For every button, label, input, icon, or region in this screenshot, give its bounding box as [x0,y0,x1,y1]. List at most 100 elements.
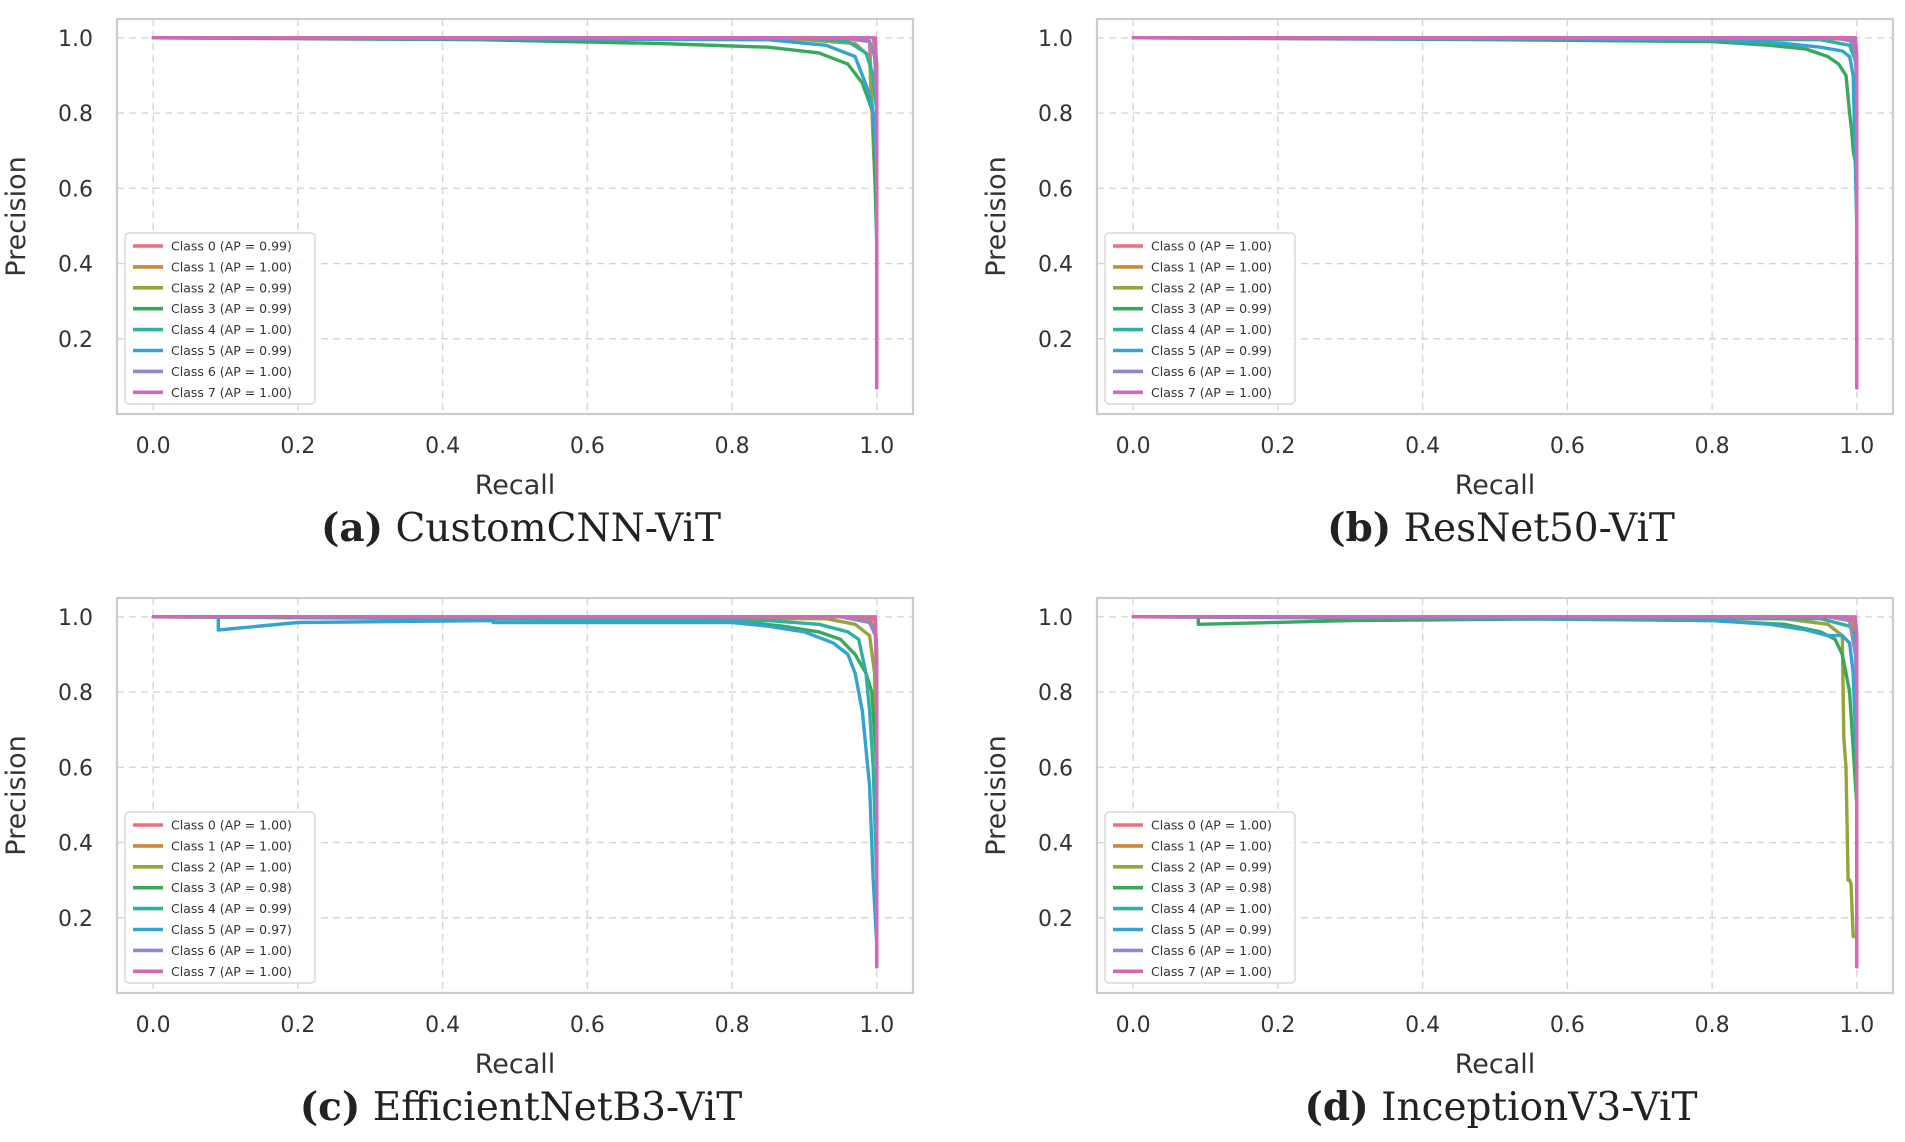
x-tick-label: 1.0 [1839,1013,1874,1038]
legend: Class 0 (AP = 0.99) Class 1 (AP = 1.00) Cl… [124,232,316,405]
legend-entry: Class 0 (AP = 1.00) [1151,818,1272,833]
y-tick-label: 0.4 [1038,832,1073,857]
series-line-class-3 [151,36,879,390]
legend-entry: Class 3 (AP = 0.98) [171,880,292,895]
legend-entry: Class 0 (AP = 0.99) [171,239,292,254]
x-tick-label: 0.2 [280,434,315,459]
legend-entry: Class 5 (AP = 0.99) [1151,343,1272,358]
y-tick-label: 1.0 [58,27,93,52]
x-tick-label: 0.8 [715,434,750,459]
x-tick-label: 1.0 [859,434,894,459]
subplot-title: InceptionV3-ViT [1381,1085,1697,1130]
y-tick-label: 0.6 [1038,177,1073,202]
series-line-class-7 [1131,615,1859,969]
legend-entry: Class 4 (AP = 1.00) [171,322,292,337]
axes-frame [1095,17,1895,416]
x-tick-label: 0.2 [280,1013,315,1038]
x-tick-label: 0.0 [1116,434,1151,459]
subplot-caption: (d) InceptionV3-ViT [1304,1084,1697,1130]
series-line-class-5 [151,615,879,969]
y-tick-label: 0.2 [58,907,93,932]
legend-entry: Class 6 (AP = 1.00) [1151,943,1272,958]
y-tick-label: 0.6 [58,756,93,781]
y-axis-label: Precision [1,156,32,276]
legend-entry: Class 1 (AP = 1.00) [171,838,292,853]
y-tick-label: 0.4 [1038,253,1073,278]
x-tick-label: 0.2 [1260,434,1295,459]
legend-entry: Class 7 (AP = 1.00) [171,964,292,979]
y-tick-label: 0.6 [1038,756,1073,781]
y-tick-label: 0.4 [58,253,93,278]
legend-entry: Class 5 (AP = 0.99) [171,343,292,358]
subplot-caption: (a) CustomCNN-ViT [321,505,721,551]
subplot-caption: (b) ResNet50-ViT [1327,505,1675,551]
x-tick-label: 0.8 [1695,1013,1730,1038]
x-tick-label: 0.4 [425,1013,460,1038]
series-line-class-7 [1131,36,1859,390]
y-tick-label: 0.2 [1038,328,1073,353]
subplot-caption: (c) EfficientNetB3-ViT [300,1084,743,1130]
y-tick-label: 0.8 [1038,102,1073,127]
legend-box [1104,232,1296,405]
y-axis-label: Precision [981,735,1012,855]
x-tick-label: 0.4 [425,434,460,459]
legend-entry: Class 6 (AP = 1.00) [171,364,292,379]
axes-frame [115,17,915,416]
x-tick-label: 0.2 [1260,1013,1295,1038]
x-tick-label: 0.0 [1116,1013,1151,1038]
legend-entry: Class 4 (AP = 1.00) [1151,901,1272,916]
x-tick-label: 0.8 [715,1013,750,1038]
legend-entry: Class 6 (AP = 1.00) [1151,364,1272,379]
x-tick-label: 0.6 [1550,434,1585,459]
legend-entry: Class 3 (AP = 0.99) [1151,301,1272,316]
subplot-b: 0.0 0.2 0.4 0.6 0.8 1.0 0.2 0.4 0.6 0.8 1.0 Recall P… [981,17,1895,551]
legend-entry: Class 2 (AP = 1.00) [171,859,292,874]
legend-entry: Class 7 (AP = 1.00) [1151,385,1272,400]
x-tick-label: 0.8 [1695,434,1730,459]
legend-entry: Class 7 (AP = 1.00) [171,385,292,400]
series-line-class-5 [1131,615,1859,969]
x-tick-label: 0.0 [136,1013,171,1038]
subplot-title: CustomCNN-ViT [396,506,722,551]
x-tick-label: 0.4 [1405,1013,1440,1038]
legend-entry: Class 1 (AP = 1.00) [1151,259,1272,274]
legend-entry: Class 1 (AP = 1.00) [171,259,292,274]
legend-entry: Class 3 (AP = 0.98) [1151,880,1272,895]
y-tick-label: 0.4 [58,832,93,857]
x-tick-label: 0.6 [1550,1013,1585,1038]
legend-entry: Class 2 (AP = 0.99) [1151,859,1272,874]
subplot-a: 0.0 0.2 0.4 0.6 0.8 1.0 0.2 0.4 0.6 0.8 1.0 Recall P… [1,17,915,551]
legend: Class 0 (AP = 1.00) Class 1 (AP = 1.00) Cl… [1104,232,1296,405]
legend: Class 0 (AP = 1.00) Class 1 (AP = 1.00) Cl… [1104,811,1296,984]
legend-entry: Class 0 (AP = 1.00) [1151,239,1272,254]
y-tick-label: 1.0 [1038,606,1073,631]
subplot-c: 0.0 0.2 0.4 0.6 0.8 1.0 0.2 0.4 0.6 0.8 1.0 Recall P… [1,596,915,1130]
subplot-title: ResNet50-ViT [1404,506,1675,551]
subplot-title: EfficientNetB3-ViT [373,1085,743,1130]
y-tick-label: 0.8 [58,681,93,706]
x-tick-label: 0.6 [570,1013,605,1038]
axes-frame [1095,596,1895,995]
series-line-class-4 [151,615,879,969]
x-tick-label: 1.0 [1839,434,1874,459]
legend-box [1104,811,1296,984]
subplot-d: 0.0 0.2 0.4 0.6 0.8 1.0 0.2 0.4 0.6 0.8 1.0 Recall P… [981,596,1895,1130]
x-tick-label: 0.4 [1405,434,1440,459]
x-axis-label: Recall [1455,1049,1536,1080]
legend-box [124,811,316,984]
legend-entry: Class 1 (AP = 1.00) [1151,838,1272,853]
y-axis-label: Precision [981,156,1012,276]
x-tick-label: 1.0 [859,1013,894,1038]
x-axis-label: Recall [475,1049,556,1080]
legend-entry: Class 4 (AP = 1.00) [1151,322,1272,337]
x-tick-label: 0.6 [570,434,605,459]
subplot-label: (b) [1327,505,1391,551]
x-axis-label: Recall [475,470,556,501]
series-line-class-3 [1131,36,1859,172]
y-tick-label: 0.2 [58,328,93,353]
y-tick-label: 0.2 [1038,907,1073,932]
x-tick-label: 0.0 [136,434,171,459]
legend-entry: Class 2 (AP = 0.99) [171,280,292,295]
subplot-label: (a) [321,505,383,551]
legend: Class 0 (AP = 1.00) Class 1 (AP = 1.00) Cl… [124,811,316,984]
